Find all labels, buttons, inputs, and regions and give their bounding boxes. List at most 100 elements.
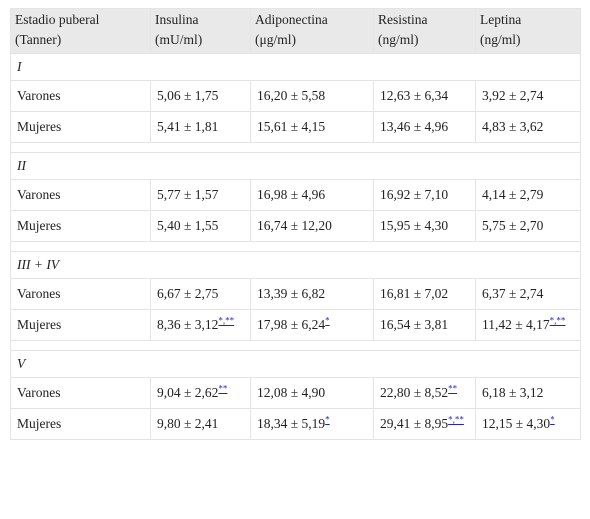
value-cell: 3,92 ± 2,74 — [475, 80, 581, 112]
data-row: Varones 5,06 ± 1,75 16,20 ± 5,58 12,63 ± 6,… — [10, 80, 581, 112]
value-text: 5,41 ± 1,81 — [157, 119, 219, 134]
footnote-link[interactable]: * — [325, 414, 330, 425]
value-text: 9,80 ± 2,41 — [157, 416, 219, 431]
value-cell: 29,41 ± 8,95*,** — [373, 408, 476, 440]
header-cell: Adiponectina (μg/ml) — [250, 8, 374, 54]
stage-row: III + IV — [10, 251, 581, 279]
value-text: 6,67 ± 2,75 — [157, 286, 219, 301]
value-cell: 12,15 ± 4,30* — [475, 408, 581, 440]
value-text: 22,80 ± 8,52 — [380, 385, 449, 400]
value-text: 4,83 ± 3,62 — [482, 119, 544, 134]
value-text: 5,77 ± 1,57 — [157, 187, 219, 202]
value-cell: 5,06 ± 1,75 — [150, 80, 251, 112]
stage-row: V — [10, 350, 581, 378]
spacer-row — [10, 340, 581, 351]
row-label: Varones — [10, 377, 151, 409]
value-cell: 15,95 ± 4,30 — [373, 210, 476, 242]
header-text: Resistina — [378, 12, 428, 27]
value-text: 4,14 ± 2,79 — [482, 187, 544, 202]
footnote-link[interactable]: *,** — [549, 315, 566, 326]
footnote-link[interactable]: ** — [448, 383, 458, 394]
value-cell: 9,04 ± 2,62** — [150, 377, 251, 409]
value-text: 16,92 ± 7,10 — [380, 187, 449, 202]
footnote-link[interactable]: * — [550, 414, 555, 425]
value-cell: 6,37 ± 2,74 — [475, 278, 581, 310]
header-cell: Leptina (ng/ml) — [475, 8, 581, 54]
value-cell: 13,39 ± 6,82 — [250, 278, 374, 310]
value-text: 12,08 ± 4,90 — [257, 385, 326, 400]
header-text: Estadio puberal — [15, 12, 100, 27]
header-text: Insulina — [155, 12, 199, 27]
header-text: (mU/ml) — [155, 32, 203, 47]
footnote-link[interactable]: *,** — [448, 414, 464, 425]
header-text: (Tanner) — [15, 32, 62, 47]
value-cell: 18,34 ± 5,19* — [250, 408, 374, 440]
spacer-cell — [10, 142, 581, 153]
footnote-link[interactable]: ** — [218, 383, 228, 394]
value-text: 3,92 ± 2,74 — [482, 88, 544, 103]
data-row: Mujeres 5,40 ± 1,55 16,74 ± 12,20 15,95 ± 4… — [10, 210, 581, 242]
value-cell: 13,46 ± 4,96 — [373, 111, 476, 143]
spacer-cell — [10, 340, 581, 351]
footnote-link[interactable]: * — [325, 315, 330, 326]
value-text: 16,54 ± 3,81 — [380, 317, 449, 332]
row-label: Mujeres — [10, 309, 151, 341]
data-row: Varones 6,67 ± 2,75 13,39 ± 6,82 16,81 ± 7,… — [10, 278, 581, 310]
value-text: 12,15 ± 4,30 — [482, 416, 551, 431]
spacer-row — [10, 142, 581, 153]
value-cell: 4,83 ± 3,62 — [475, 111, 581, 143]
value-text: 15,95 ± 4,30 — [380, 218, 449, 233]
value-cell: 15,61 ± 4,15 — [250, 111, 374, 143]
row-label: Mujeres — [10, 408, 151, 440]
table-header: Estadio puberal (Tanner) Insulina (mU/ml) Ad… — [10, 8, 581, 54]
value-text: 5,75 ± 2,70 — [482, 218, 544, 233]
value-cell: 16,81 ± 7,02 — [373, 278, 476, 310]
value-text: 16,81 ± 7,02 — [380, 286, 449, 301]
data-row: Varones 5,77 ± 1,57 16,98 ± 4,96 16,92 ± 7,… — [10, 179, 581, 211]
value-text: 16,20 ± 5,58 — [257, 88, 326, 103]
value-text: 9,04 ± 2,62 — [157, 385, 219, 400]
data-table: Estadio puberal (Tanner) Insulina (mU/ml) Ad… — [10, 8, 581, 440]
value-text: 29,41 ± 8,95 — [380, 416, 449, 431]
value-text: 15,61 ± 4,15 — [257, 119, 326, 134]
value-text: 16,98 ± 4,96 — [257, 187, 326, 202]
value-cell: 5,77 ± 1,57 — [150, 179, 251, 211]
value-text: 11,42 ± 4,17 — [482, 317, 550, 332]
row-label: Mujeres — [10, 210, 151, 242]
spacer-cell — [10, 241, 581, 252]
value-text: 13,46 ± 4,96 — [380, 119, 449, 134]
row-label: Varones — [10, 179, 151, 211]
value-cell: 4,14 ± 2,79 — [475, 179, 581, 211]
header-text: Leptina — [480, 12, 522, 27]
value-cell: 12,63 ± 6,34 — [373, 80, 476, 112]
value-text: 5,06 ± 1,75 — [157, 88, 219, 103]
data-row: Mujeres 8,36 ± 3,12*,** 17,98 ± 6,24* 16,54… — [10, 309, 581, 341]
row-label: Mujeres — [10, 111, 151, 143]
value-cell: 16,98 ± 4,96 — [250, 179, 374, 211]
value-cell: 6,67 ± 2,75 — [150, 278, 251, 310]
value-text: 6,37 ± 2,74 — [482, 286, 544, 301]
value-cell: 16,92 ± 7,10 — [373, 179, 476, 211]
value-text: 5,40 ± 1,55 — [157, 218, 219, 233]
value-cell: 17,98 ± 6,24* — [250, 309, 374, 341]
value-cell: 11,42 ± 4,17*,** — [475, 309, 581, 341]
value-cell: 22,80 ± 8,52** — [373, 377, 476, 409]
footnote-link[interactable]: *,** — [218, 315, 235, 326]
value-cell: 8,36 ± 3,12*,** — [150, 309, 251, 341]
header-text: (ng/ml) — [480, 32, 521, 47]
value-cell: 5,40 ± 1,55 — [150, 210, 251, 242]
value-cell: 6,18 ± 3,12 — [475, 377, 581, 409]
stage-label: II — [10, 152, 581, 180]
value-text: 18,34 ± 5,19 — [257, 416, 326, 431]
row-label: Varones — [10, 80, 151, 112]
header-cell: Insulina (mU/ml) — [150, 8, 251, 54]
value-cell: 16,54 ± 3,81 — [373, 309, 476, 341]
value-cell: 12,08 ± 4,90 — [250, 377, 374, 409]
value-cell: 5,75 ± 2,70 — [475, 210, 581, 242]
header-cell: Resistina (ng/ml) — [373, 8, 476, 54]
value-cell: 16,20 ± 5,58 — [250, 80, 374, 112]
data-row: Mujeres 9,80 ± 2,41 18,34 ± 5,19* 29,41 ± 8… — [10, 408, 581, 440]
value-text: 13,39 ± 6,82 — [257, 286, 326, 301]
header-text: (ng/ml) — [378, 32, 419, 47]
